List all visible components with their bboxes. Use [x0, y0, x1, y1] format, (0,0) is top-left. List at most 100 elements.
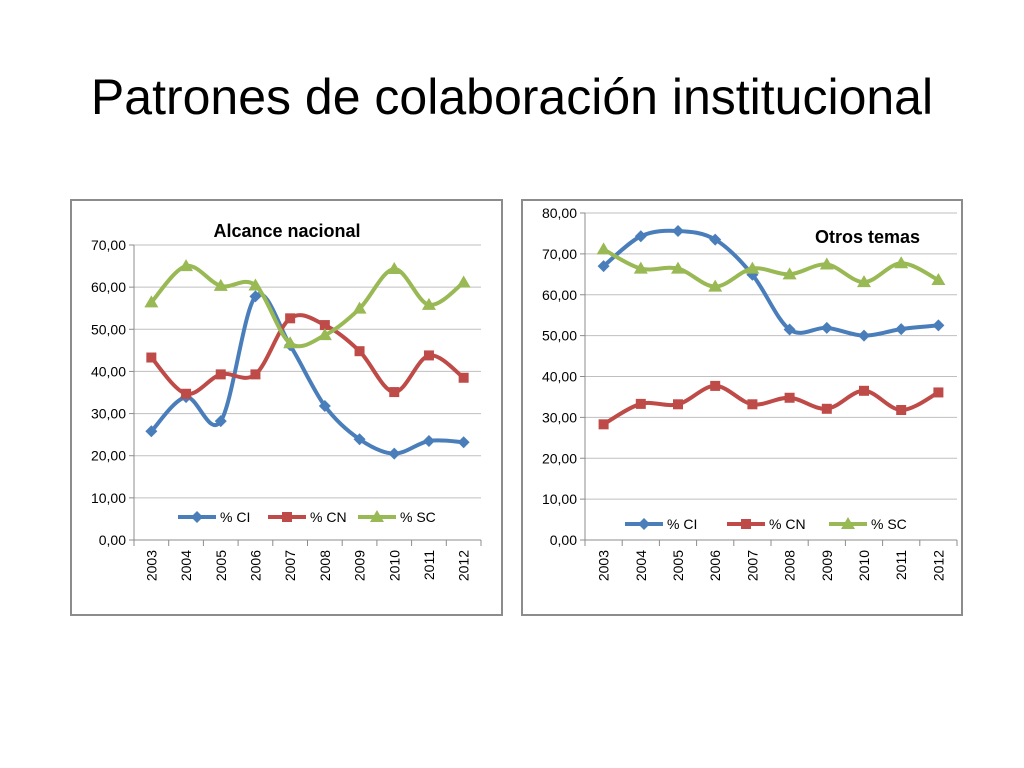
legend-label: % CN — [310, 509, 347, 525]
data-point — [353, 433, 366, 446]
y-tick-label: 40,00 — [91, 363, 126, 379]
series-line — [149, 264, 466, 349]
data-point — [782, 267, 797, 280]
legend-marker — [741, 519, 751, 529]
legend-label: % CI — [667, 516, 697, 532]
x-tick-label: 2012 — [456, 550, 472, 581]
y-tick-label: 20,00 — [91, 448, 126, 464]
data-point — [145, 425, 158, 438]
data-point — [747, 399, 758, 410]
x-tick-label: 2006 — [247, 550, 263, 581]
y-tick-label: 10,00 — [91, 490, 126, 506]
chart-title: Otros temas — [815, 227, 920, 247]
x-tick-label: 2010 — [856, 550, 872, 581]
series-sc — [596, 242, 946, 292]
data-point — [857, 275, 871, 288]
data-point — [634, 230, 647, 243]
x-tick-label: 2007 — [282, 550, 298, 581]
data-point — [672, 224, 684, 237]
data-point — [423, 350, 434, 361]
data-point — [894, 256, 909, 269]
data-point — [181, 388, 192, 399]
x-tick-label: 2006 — [707, 550, 723, 581]
data-point — [859, 385, 869, 396]
chart-alcance-nacional-canvas: 0,00 10,00 20,00 30,00 40,00 50,00 60,00 70,00 2… — [91, 221, 482, 581]
legend-label: % SC — [400, 509, 436, 525]
legend-label: % CI — [220, 509, 250, 525]
chart-otros-temas-canvas: 0,00 10,00 20,00 30,00 40,00 50,00 60,00 70,00 8… — [542, 205, 958, 581]
data-point — [283, 336, 298, 349]
x-tick-label: 2009 — [819, 550, 835, 581]
y-tick-label: 70,00 — [542, 246, 577, 262]
data-point — [932, 319, 945, 332]
series-cn — [146, 313, 469, 399]
data-point — [820, 321, 833, 334]
data-point — [821, 403, 832, 414]
chart-alcance-nacional: 0,00 10,00 20,00 30,00 40,00 50,00 60,00 70,00 2… — [70, 199, 503, 616]
legend-item: % CN — [727, 516, 806, 532]
legend-marker — [841, 517, 855, 529]
data-point — [354, 346, 365, 357]
data-point — [858, 329, 870, 342]
chart-title: Alcance nacional — [213, 221, 360, 241]
data-point — [598, 419, 609, 430]
data-point — [248, 278, 263, 291]
data-point — [285, 313, 296, 324]
series-line — [149, 313, 466, 396]
y-tick-label: 70,00 — [91, 237, 126, 253]
x-tick-label: 2005 — [670, 550, 686, 581]
data-point — [387, 262, 402, 275]
data-point — [635, 398, 646, 409]
data-point — [214, 415, 227, 428]
slide-title: Patrones de colaboración institucional — [90, 69, 934, 125]
y-tick-label: 60,00 — [91, 279, 126, 295]
data-point — [596, 242, 611, 255]
data-point — [784, 392, 795, 403]
data-point — [318, 399, 331, 412]
data-point — [633, 261, 648, 274]
series-line — [149, 292, 466, 456]
legend-marker — [370, 510, 384, 522]
data-point — [388, 447, 401, 460]
series-ci — [597, 224, 945, 342]
data-point — [933, 387, 944, 398]
data-point — [710, 380, 721, 391]
y-tick-label: 50,00 — [91, 321, 126, 337]
legend-item: % CI — [625, 516, 697, 532]
x-tick-label: 2011 — [421, 550, 437, 580]
data-point — [931, 273, 946, 286]
data-point — [179, 259, 194, 272]
legend: % CI % CN % SC — [178, 509, 436, 525]
series-ci — [145, 290, 470, 460]
x-tick-label: 2012 — [930, 550, 946, 581]
series-cn — [598, 380, 944, 430]
data-point — [317, 328, 332, 341]
data-point — [895, 323, 908, 336]
legend-label: % SC — [871, 516, 907, 532]
x-tick-label: 2008 — [317, 550, 333, 581]
data-point — [597, 260, 610, 273]
series-line — [601, 383, 941, 427]
legend: % CI % CN % SC — [625, 516, 907, 532]
data-point — [458, 372, 469, 383]
data-point — [673, 399, 683, 410]
data-point — [709, 233, 722, 246]
y-tick-label: 40,00 — [542, 369, 577, 385]
y-tick-label: 20,00 — [542, 450, 577, 466]
data-point — [783, 323, 796, 336]
data-point — [456, 275, 471, 288]
y-tick-label: 0,00 — [550, 532, 577, 548]
y-tick-label: 60,00 — [542, 287, 577, 303]
data-point — [389, 387, 400, 398]
y-tick-label: 80,00 — [542, 205, 577, 221]
data-point — [146, 352, 157, 363]
data-point — [457, 436, 470, 449]
series-sc — [144, 259, 471, 349]
data-point — [144, 295, 159, 308]
data-point — [250, 369, 261, 380]
data-point — [421, 297, 436, 310]
series-line — [601, 228, 941, 338]
x-tick-label: 2011 — [893, 550, 909, 580]
data-point — [215, 369, 226, 380]
x-tick-label: 2009 — [352, 550, 368, 581]
